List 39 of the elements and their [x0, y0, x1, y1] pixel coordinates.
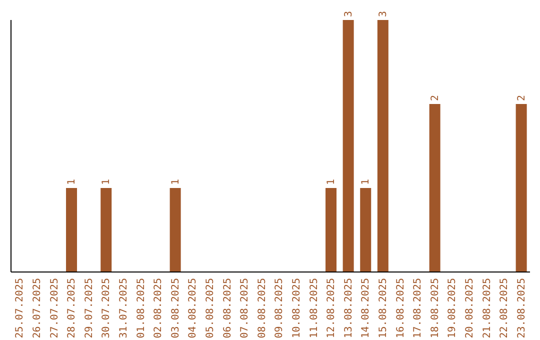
x-tick-label: 22.08.2025	[499, 278, 510, 338]
x-tick-label: 09.08.2025	[274, 278, 286, 338]
data-label: 1	[360, 178, 372, 185]
x-tick-label: 07.08.2025	[240, 278, 251, 338]
x-tick-label: 21.08.2025	[482, 278, 493, 338]
x-tick-label: 28.07.2025	[66, 278, 78, 338]
x-tick-label: 17.08.2025	[412, 278, 424, 338]
x-tick-label: 27.07.2025	[49, 278, 60, 338]
x-tick-label: 04.08.2025	[188, 278, 199, 338]
x-tick-label: 23.08.2025	[516, 278, 528, 338]
data-label: 1	[326, 178, 338, 185]
data-label: 2	[516, 94, 528, 101]
x-tick-label: 01.08.2025	[136, 278, 147, 338]
x-tick-label: 19.08.2025	[447, 278, 458, 338]
x-tick-label: 30.07.2025	[101, 278, 112, 338]
x-tick-label: 12.08.2025	[326, 278, 338, 338]
x-tick-label: 11.08.2025	[308, 278, 320, 338]
x-tick-label: 10.08.2025	[291, 278, 302, 338]
data-label: 1	[170, 178, 182, 185]
x-tick-label: 02.08.2025	[153, 278, 164, 338]
x-tick-label: 20.08.2025	[464, 278, 476, 338]
data-label: 2	[430, 94, 441, 101]
data-label: 3	[378, 10, 389, 17]
x-tick-label: 16.08.2025	[395, 278, 406, 338]
x-tick-label: 14.08.2025	[360, 278, 372, 338]
data-label: 1	[101, 178, 112, 185]
x-tick-label: 29.07.2025	[84, 278, 95, 338]
x-tick-label: 06.08.2025	[222, 278, 234, 338]
data-label: 3	[343, 10, 354, 17]
x-tick-label: 08.08.2025	[256, 278, 268, 338]
x-tick-label: 18.08.2025	[430, 278, 441, 338]
data-label: 1	[66, 178, 78, 185]
x-tick-label: 31.07.2025	[118, 278, 130, 338]
x-tick-label: 13.08.2025	[343, 278, 354, 338]
x-tick-label: 26.07.2025	[32, 278, 43, 338]
x-tick-label: 05.08.2025	[204, 278, 216, 338]
x-tick-label: 03.08.2025	[170, 278, 182, 338]
x-tick-label: 25.07.2025	[14, 278, 26, 338]
x-tick-label: 15.08.2025	[378, 278, 389, 338]
